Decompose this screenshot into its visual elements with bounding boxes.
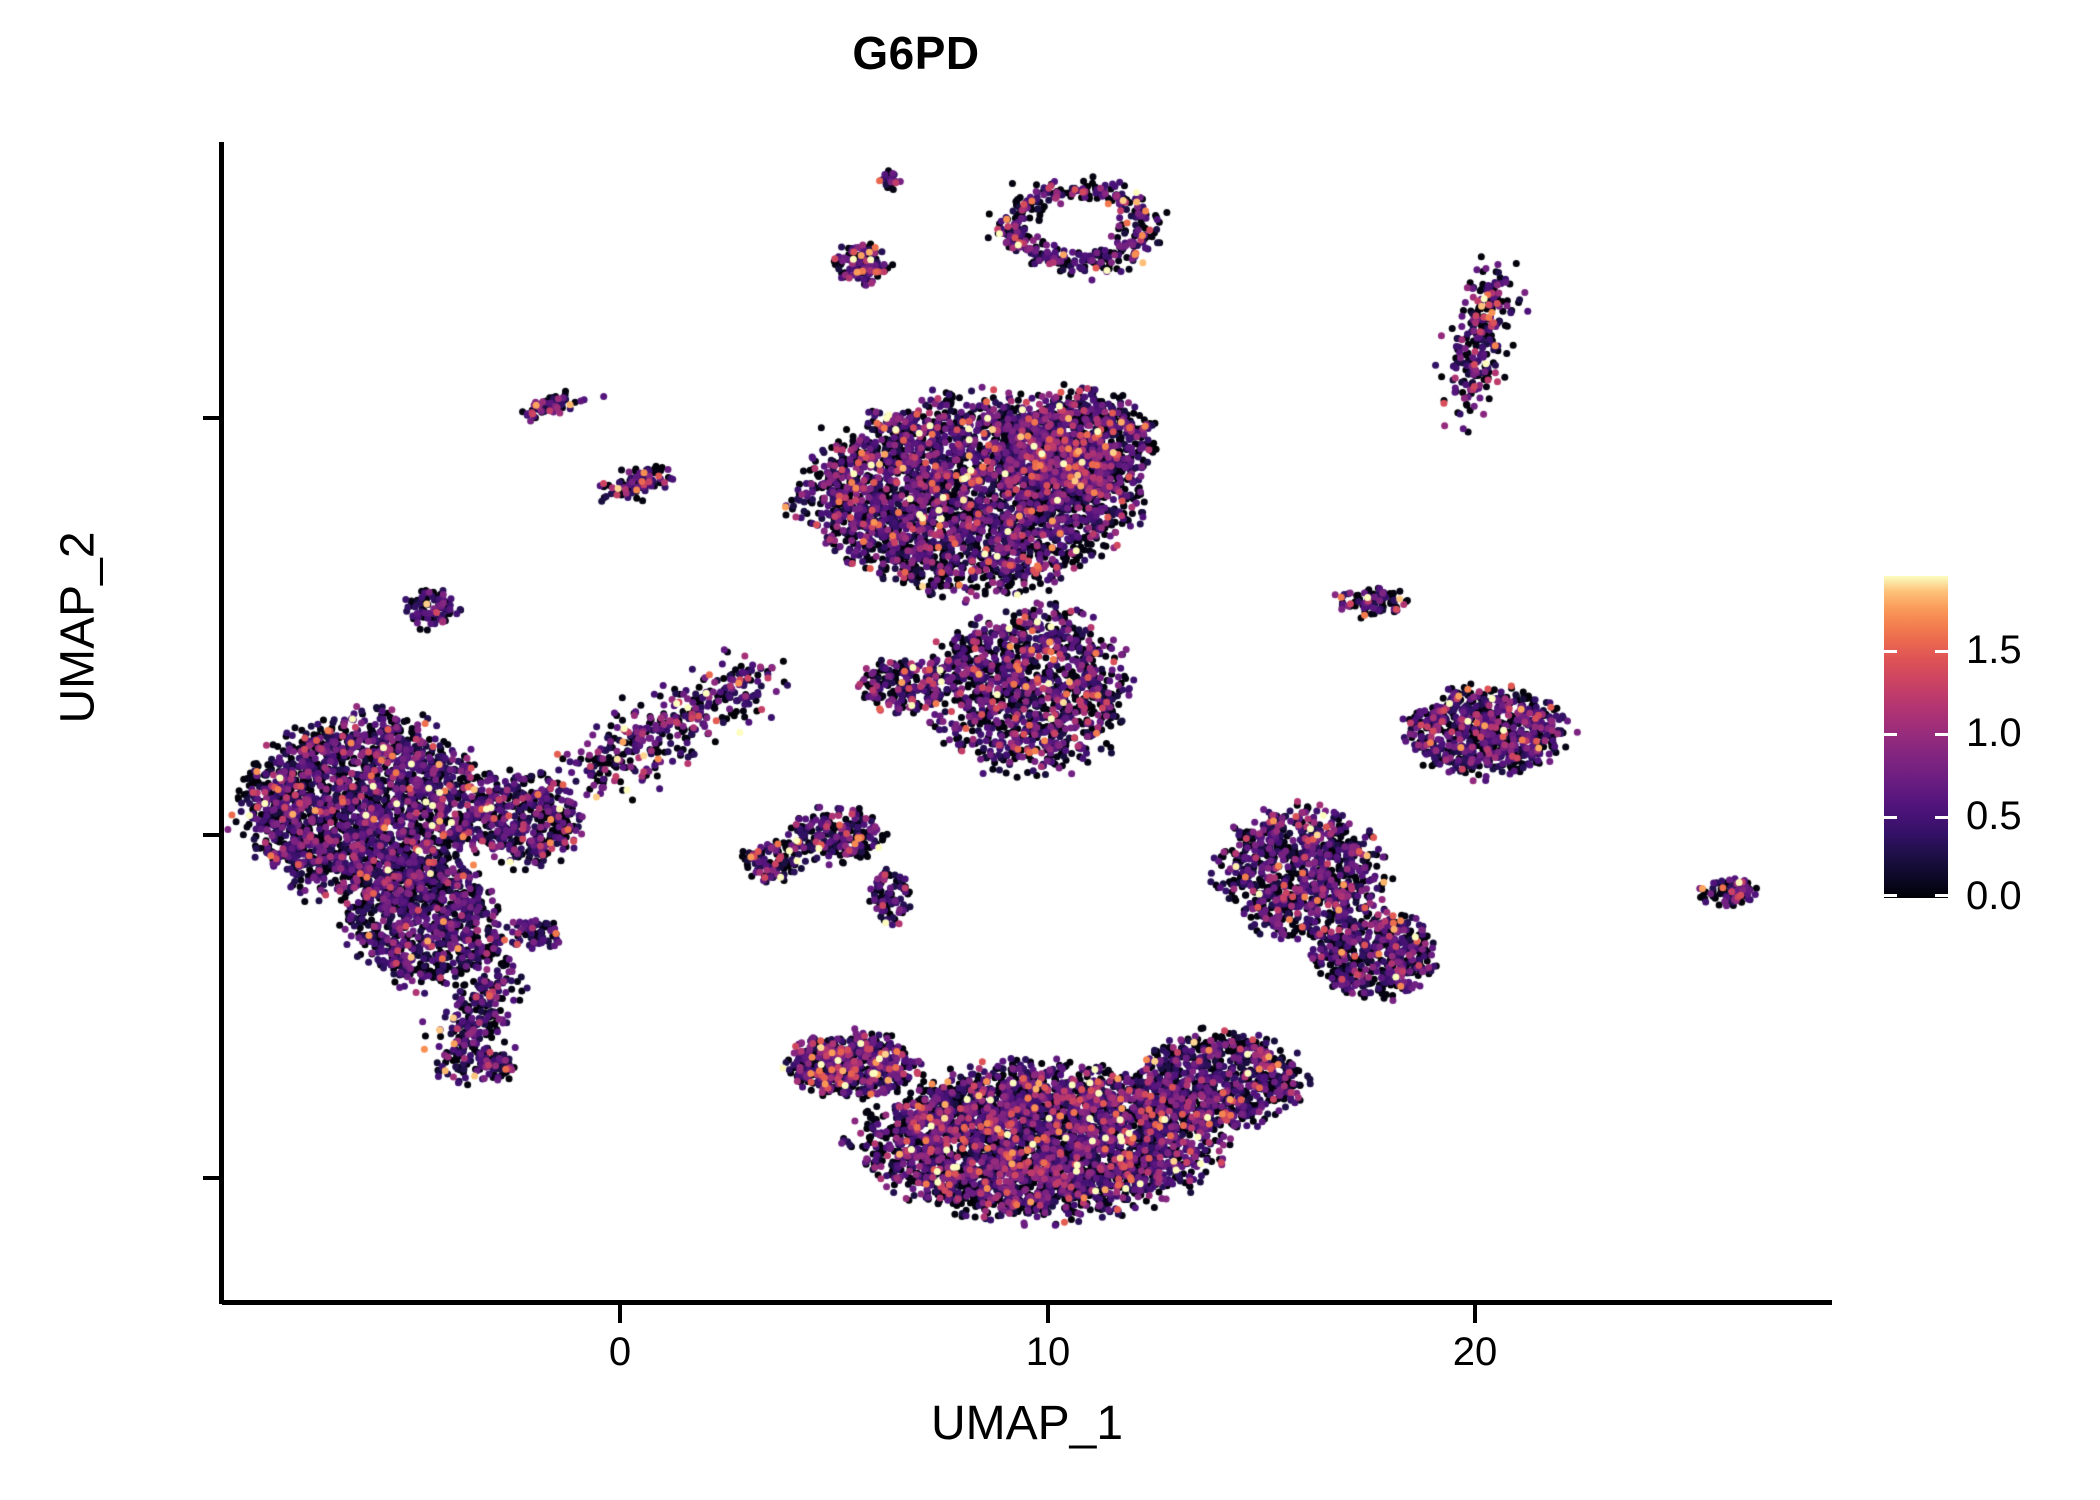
x-tick-mark [618, 1305, 622, 1323]
colorbar-tick [1935, 816, 1948, 819]
colorbar-label: 0.5 [1966, 794, 2022, 838]
colorbar-legend: 1.5 1.0 0.5 0.0 [1884, 576, 2084, 916]
colorbar-tick [1884, 816, 1897, 819]
scatter-plot-canvas [222, 142, 1832, 1302]
x-tick-label: 10 [1025, 1330, 1071, 1374]
colorbar-gradient [1884, 576, 1948, 898]
x-axis-title: UMAP_1 [930, 1397, 1124, 1450]
page-title: G6PD [852, 27, 980, 79]
colorbar-tick [1935, 894, 1948, 897]
colorbar-label: 0.0 [1966, 874, 2022, 918]
colorbar-tick [1884, 650, 1897, 653]
colorbar-tick [1884, 733, 1897, 736]
plot-panel [222, 142, 1832, 1302]
colorbar-label: 1.0 [1966, 711, 2022, 755]
colorbar-label: 1.5 [1966, 628, 2022, 672]
x-tick-label: 0 [608, 1330, 632, 1374]
y-tick-mark [203, 833, 220, 837]
y-axis-title: UMAP_2 [51, 531, 105, 724]
x-axis-line [222, 1300, 1832, 1305]
x-tick-label: 20 [1452, 1330, 1498, 1374]
y-tick-mark [203, 416, 220, 420]
colorbar-tick [1884, 894, 1897, 897]
y-tick-mark [203, 1176, 220, 1180]
x-tick-mark [1473, 1305, 1477, 1323]
colorbar-tick [1935, 650, 1948, 653]
colorbar-tick [1935, 733, 1948, 736]
x-tick-mark [1046, 1305, 1050, 1323]
y-axis-line [219, 142, 224, 1304]
